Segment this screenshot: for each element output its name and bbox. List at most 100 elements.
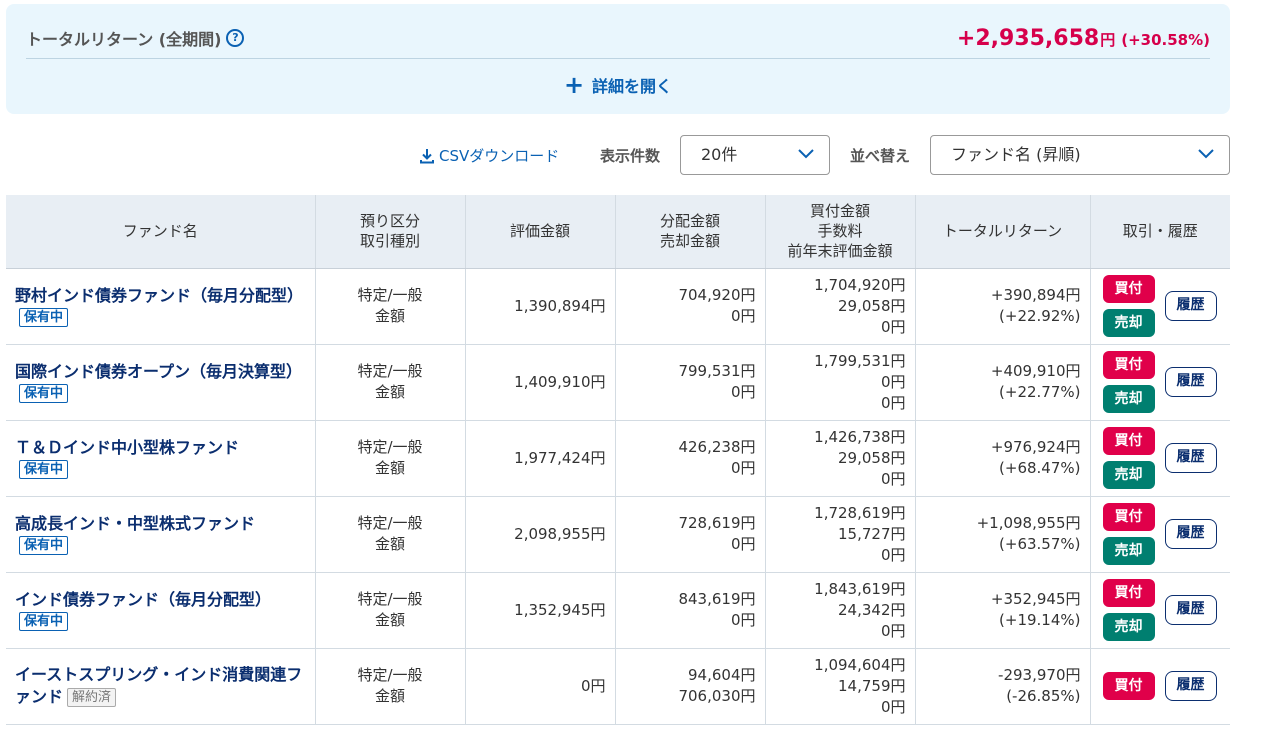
header-fund-name: ファンド名 [6,195,316,269]
fund-name-link[interactable]: 高成長インド・中型株式ファンド [15,513,256,533]
status-badge: 保有中 [19,611,69,631]
status-badge: 保有中 [19,307,69,327]
display-count-label: 表示件数 [600,147,661,165]
return-percent: (+22.77%) [999,383,1081,401]
fund-table: ファンド名 預り区分 取引種別 評価金額 分配金額 売却金額 買付金額 手数料 前年末評… [6,195,1230,725]
total-return-summary: トータルリターン (全期間) ? +2,935,658 円 (+30.58%) … [6,4,1230,114]
purchase-amount: 1,728,619円 [814,503,906,522]
distribution-amount: 728,619円 [678,514,756,532]
valuation-amount: 0円 [580,676,606,695]
total-return-percent: (+30.58%) [1121,31,1210,49]
buy-button[interactable]: 買付 [1102,579,1155,607]
buy-button[interactable]: 買付 [1102,351,1155,379]
distribution-amount: 426,238円 [678,438,756,456]
total-return-value: +2,935,658 円 (+30.58%) [957,26,1210,51]
buy-button[interactable]: 買付 [1102,275,1155,303]
prev-year-valuation: 0円 [880,621,906,640]
fee-amount: 29,058円 [838,448,906,467]
valuation-amount: 1,977,424円 [514,448,606,467]
sell-button[interactable]: 売却 [1102,537,1155,565]
fund-name-link[interactable]: 野村インド債券ファンド（毎月分配型） [15,285,304,305]
fund-name-link[interactable]: Ｔ＆Ｄインド中小型株ファンド [15,437,240,457]
fee-amount: 15,727円 [838,524,906,543]
table-row: イーストスプリング・インド消費関連ファンド 解約済 特定/一般 金額 0円 94,6… [6,648,1230,725]
trade-type: 金額 [374,307,405,325]
history-button[interactable]: 履歴 [1164,595,1217,625]
distribution-amount: 799,531円 [678,362,756,380]
account-category: 特定/一般 [357,590,423,608]
sold-amount: 0円 [730,459,756,477]
summary-divider [26,58,1210,59]
status-badge: 保有中 [19,535,69,555]
table-row: 野村インド債券ファンド（毎月分配型）保有中 特定/一般 金額 1,390,894円… [6,268,1230,345]
purchase-amount: 1,799,531円 [814,351,906,370]
account-category: 特定/一般 [357,438,423,456]
buy-button[interactable]: 買付 [1102,672,1155,700]
status-badge: 保有中 [19,459,69,479]
help-icon[interactable]: ? [226,29,245,47]
history-button[interactable]: 履歴 [1164,367,1217,397]
return-amount: -293,970円 [998,666,1081,684]
return-percent: (-26.85%) [1006,687,1081,705]
total-return-unit: 円 [1100,31,1116,49]
return-amount: +409,910円 [990,362,1081,380]
trade-type: 金額 [374,611,405,629]
status-badge: 解約済 [67,688,117,707]
table-header-row: ファンド名 預り区分 取引種別 評価金額 分配金額 売却金額 買付金額 手数料 前年末評… [6,195,1230,269]
fund-name-link[interactable]: インド債券ファンド（毎月分配型） [15,589,272,609]
display-count-value: 20件 [701,145,738,164]
plus-icon: + [563,71,585,99]
return-amount: +1,098,955円 [976,514,1081,532]
purchase-amount: 1,843,619円 [814,579,906,598]
chevron-down-icon [798,149,814,159]
sold-amount: 0円 [730,383,756,401]
total-return-amount: +2,935,658 [956,26,1100,51]
distribution-amount: 94,604円 [688,666,756,684]
sell-button[interactable]: 売却 [1102,385,1155,413]
history-button[interactable]: 履歴 [1164,291,1217,321]
trade-type: 金額 [374,383,405,401]
header-actions: 取引・履歴 [1090,195,1230,269]
history-button[interactable]: 履歴 [1164,519,1217,549]
valuation-amount: 1,390,894円 [514,296,606,315]
sell-button[interactable]: 売却 [1102,613,1155,641]
display-count-select[interactable]: 20件 [680,135,830,175]
purchase-amount: 1,704,920円 [814,275,906,294]
history-button[interactable]: 履歴 [1164,671,1217,701]
sell-button[interactable]: 売却 [1102,461,1155,489]
history-button[interactable]: 履歴 [1164,443,1217,473]
header-distribution: 分配金額 売却金額 [615,195,766,269]
fund-name-link[interactable]: イーストスプリング・インド消費関連ファンド [15,665,303,706]
total-return-label: トータルリターン (全期間) [26,30,222,49]
buy-button[interactable]: 買付 [1102,503,1155,531]
sold-amount: 0円 [730,611,756,629]
valuation-amount: 1,409,910円 [514,372,606,391]
account-category: 特定/一般 [357,362,423,380]
header-total-return: トータルリターン [915,195,1091,269]
return-percent: (+63.57%) [999,535,1081,553]
status-badge: 保有中 [19,383,69,403]
table-row: 高成長インド・中型株式ファンド 保有中 特定/一般 金額 2,098,955円 72… [6,496,1230,573]
expand-details-button[interactable]: + 詳細を開く [6,68,1230,102]
purchase-amount: 1,426,738円 [814,427,906,446]
buy-button[interactable]: 買付 [1102,427,1155,455]
trade-type: 金額 [374,687,405,705]
download-icon [420,148,434,163]
prev-year-valuation: 0円 [880,697,906,716]
sort-value: ファンド名 (昇順) [951,145,1081,164]
distribution-amount: 843,619円 [678,590,756,608]
total-return-label-group: トータルリターン (全期間) ? [26,26,245,50]
account-category: 特定/一般 [357,514,423,532]
table-row: インド債券ファンド（毎月分配型） 保有中 特定/一般金額 1,352,945円 8… [6,572,1230,649]
fee-amount: 0円 [880,372,906,391]
return-percent: (+22.92%) [999,307,1081,325]
sort-select[interactable]: ファンド名 (昇順) [930,135,1230,175]
prev-year-valuation: 0円 [880,545,906,564]
purchase-amount: 1,094,604円 [814,655,906,674]
csv-download-link[interactable]: CSVダウンロード [419,145,559,166]
trade-type: 金額 [374,535,405,553]
return-amount: +390,894円 [990,286,1081,304]
fund-name-link[interactable]: 国際インド債券オープン（毎月決算型） [15,361,303,381]
sell-button[interactable]: 売却 [1102,309,1155,337]
valuation-amount: 1,352,945円 [514,600,606,619]
